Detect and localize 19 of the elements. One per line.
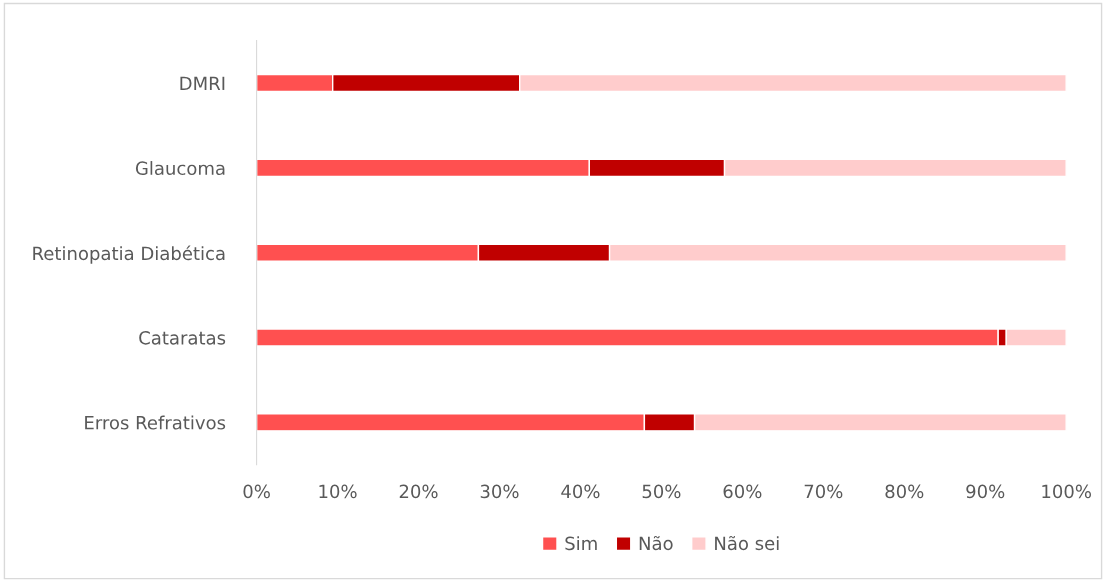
legend-label: Não bbox=[639, 535, 673, 551]
x-tick-label: 100% bbox=[1042, 484, 1091, 499]
x-tick-label: 20% bbox=[399, 484, 438, 499]
y-tick-label: DMRI bbox=[180, 76, 225, 90]
x-tick-label: 60% bbox=[723, 484, 762, 499]
y-tick-label: Glaucoma bbox=[135, 161, 225, 176]
x-tick-label: 80% bbox=[885, 484, 924, 499]
x-tick-label: 50% bbox=[642, 484, 681, 499]
x-tick-label: 70% bbox=[804, 484, 843, 499]
x-tick-label: 40% bbox=[561, 484, 600, 499]
legend-label: Não sei bbox=[715, 535, 779, 551]
y-tick-label: Retinopatia Diabética bbox=[33, 245, 225, 264]
x-tick-label: 30% bbox=[480, 484, 519, 499]
legend-label: Sim bbox=[565, 536, 597, 551]
x-tick-label: 90% bbox=[966, 484, 1005, 499]
y-tick-label: Erros Refrativos bbox=[85, 415, 226, 430]
x-tick-label: 0% bbox=[243, 484, 270, 499]
x-tick-label: 10% bbox=[319, 484, 357, 499]
y-tick-label: Cataratas bbox=[139, 331, 226, 345]
